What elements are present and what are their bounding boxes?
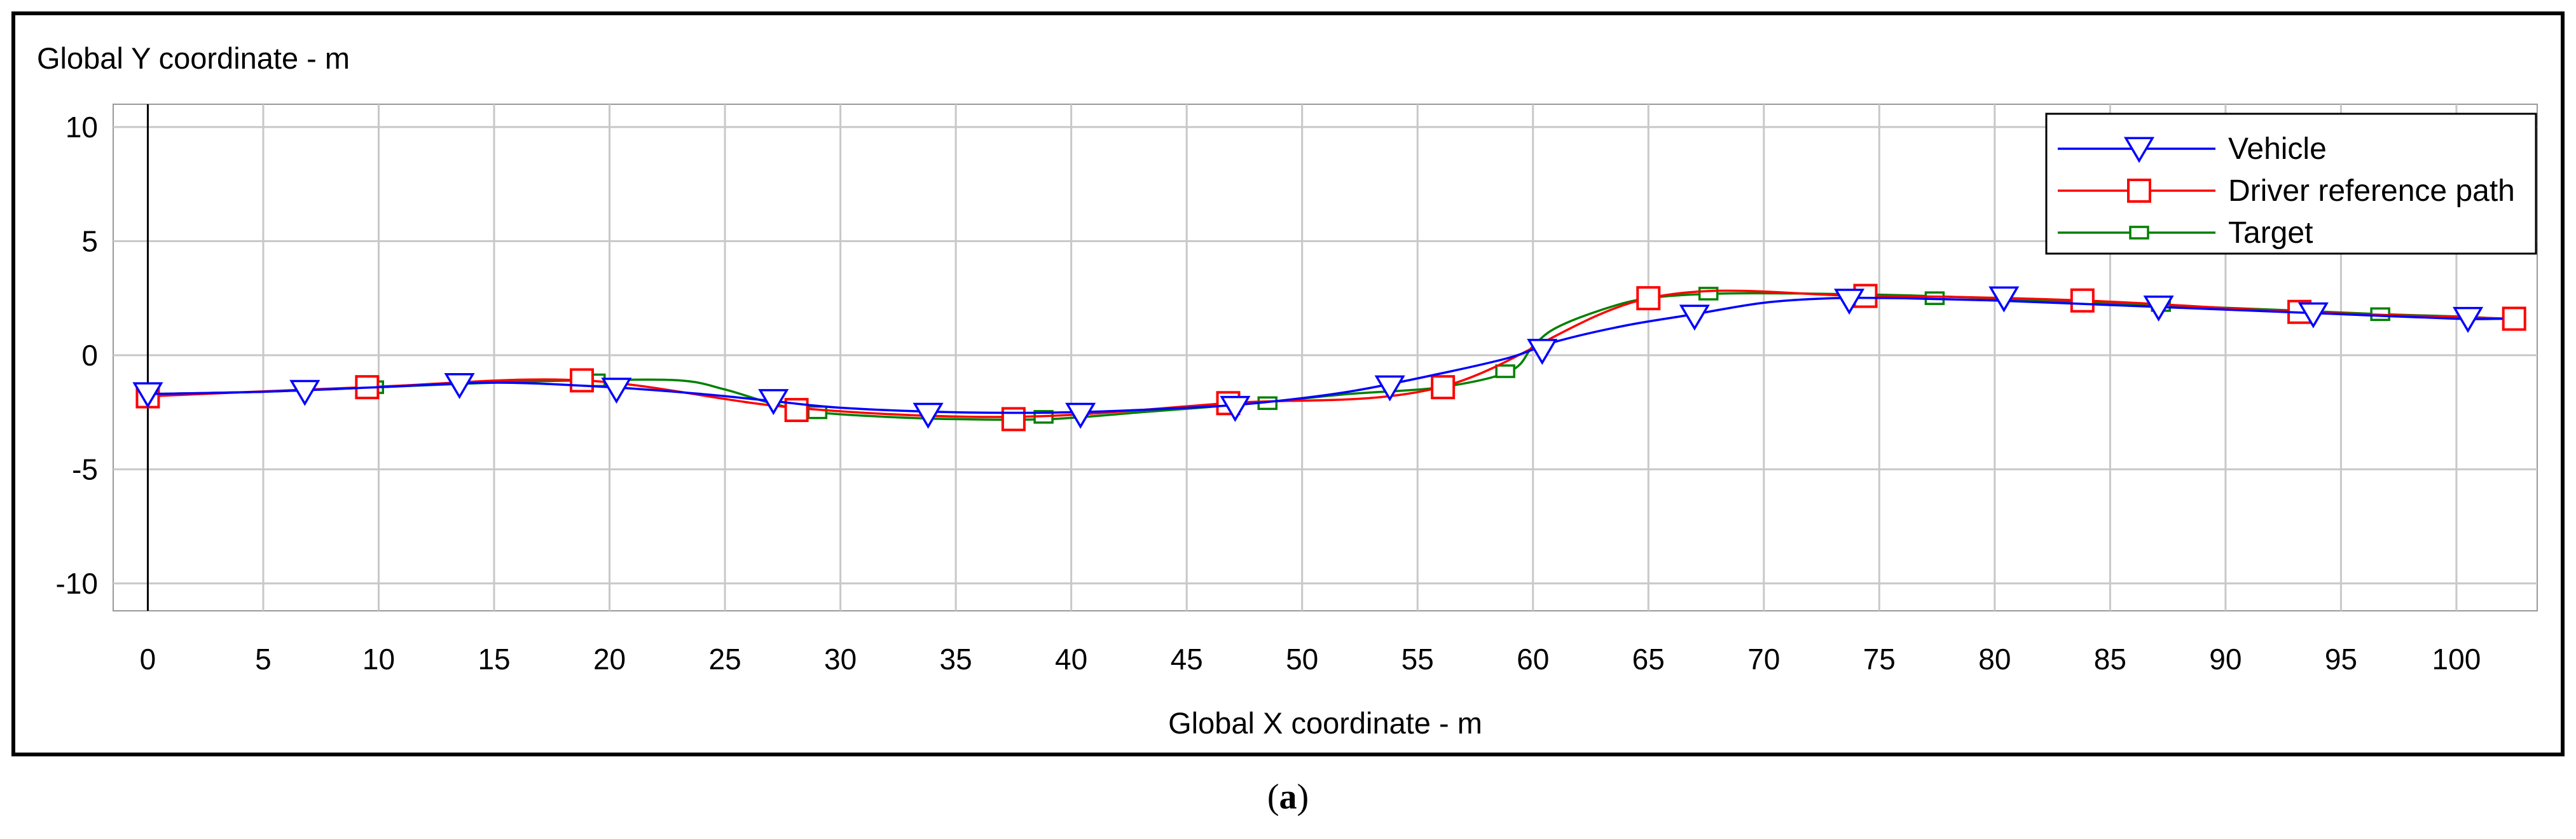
x-tick-label: 75	[1863, 643, 1896, 676]
data-point-marker	[2070, 288, 2095, 313]
x-tick-label: 25	[708, 643, 741, 676]
data-point-marker	[1988, 286, 2020, 313]
data-point-marker	[1527, 339, 1558, 365]
x-tick-label: 85	[2094, 643, 2126, 676]
chart-frame: Global Y coordinate - m 0 5 10 15 20 25 30 35 40…	[11, 11, 2565, 756]
x-tick-label: 40	[1055, 643, 1087, 676]
x-tick-label: 95	[2325, 643, 2357, 676]
data-point-marker	[569, 368, 594, 393]
series-line	[148, 289, 2514, 418]
data-point-marker	[289, 379, 320, 406]
data-point-marker	[1698, 287, 1719, 301]
data-point-marker	[784, 398, 809, 423]
figure-caption: (a)	[0, 777, 2576, 817]
x-tick-label: 30	[824, 643, 857, 676]
data-point-marker	[1679, 304, 1710, 331]
data-point-marker	[1220, 395, 1251, 422]
x-tick-label: 45	[1171, 643, 1203, 676]
y-tick-labels: 10 5 0 -5 -10	[56, 111, 98, 600]
x-tick-label: 100	[2432, 643, 2481, 676]
x-tick-label: 0	[140, 643, 156, 676]
y-tick-label: 0	[81, 339, 98, 372]
legend-label: Driver reference path	[2228, 174, 2515, 208]
caption-open: (	[1267, 777, 1279, 817]
y-axis-title: Global Y coordinate - m	[37, 41, 350, 75]
legend-marker	[2123, 137, 2155, 163]
data-point-marker	[2143, 295, 2174, 322]
legend-marker	[2129, 226, 2149, 240]
legend: Vehicle Driver reference path Target	[2045, 113, 2537, 255]
legend-marker	[2127, 179, 2151, 203]
series-layer	[132, 283, 2526, 432]
legend-entry: Target	[2058, 216, 2313, 250]
x-tick-label: 60	[1517, 643, 1549, 676]
caption-close: )	[1297, 777, 1309, 817]
y-tick-label: 10	[65, 111, 98, 144]
data-point-marker	[758, 389, 789, 416]
data-point-marker	[1636, 286, 1661, 311]
series-vehicle	[132, 286, 2503, 429]
data-point-marker	[444, 373, 475, 399]
data-point-marker	[1834, 289, 1865, 315]
caption-letter: a	[1279, 777, 1297, 817]
legend-label: Vehicle	[2228, 132, 2327, 166]
data-point-marker	[2453, 306, 2484, 333]
data-point-marker	[132, 382, 163, 409]
y-tick-label: -5	[72, 453, 98, 486]
data-point-marker	[1374, 375, 1405, 402]
x-axis-title: Global X coordinate - m	[1168, 706, 1482, 740]
data-point-marker	[2502, 306, 2526, 331]
data-point-marker	[2297, 302, 2329, 329]
y-tick-label: 5	[81, 224, 98, 257]
series-driver-reference-path	[135, 283, 2526, 432]
x-tick-label: 35	[940, 643, 972, 676]
legend-label: Target	[2228, 216, 2313, 250]
x-tick-labels: 0 5 10 15 20 25 30 35 40 45 50 55 60 65 70 75 80 85 90 95 10…	[140, 643, 2481, 676]
data-point-marker	[1495, 364, 1515, 378]
data-point-marker	[1001, 407, 1026, 432]
data-point-marker	[601, 378, 632, 404]
data-point-marker	[1431, 375, 1456, 400]
y-tick-label: -10	[56, 567, 98, 600]
data-point-marker	[913, 402, 944, 429]
line-chart: Global Y coordinate - m 0 5 10 15 20 25 30 35 40…	[37, 41, 2538, 740]
x-tick-label: 90	[2209, 643, 2242, 676]
x-tick-label: 50	[1286, 643, 1318, 676]
legend-entry: Vehicle	[2058, 132, 2327, 166]
x-tick-label: 65	[1632, 643, 1665, 676]
x-tick-label: 10	[362, 643, 395, 676]
x-tick-label: 70	[1747, 643, 1780, 676]
x-tick-label: 20	[593, 643, 626, 676]
x-tick-label: 5	[255, 643, 272, 676]
x-tick-label: 80	[1978, 643, 2011, 676]
data-point-marker	[1065, 402, 1096, 429]
legend-entries: Vehicle Driver reference path Target	[2058, 132, 2515, 250]
x-tick-label: 55	[1402, 643, 1434, 676]
legend-entry: Driver reference path	[2058, 174, 2515, 208]
x-tick-label: 15	[478, 643, 510, 676]
